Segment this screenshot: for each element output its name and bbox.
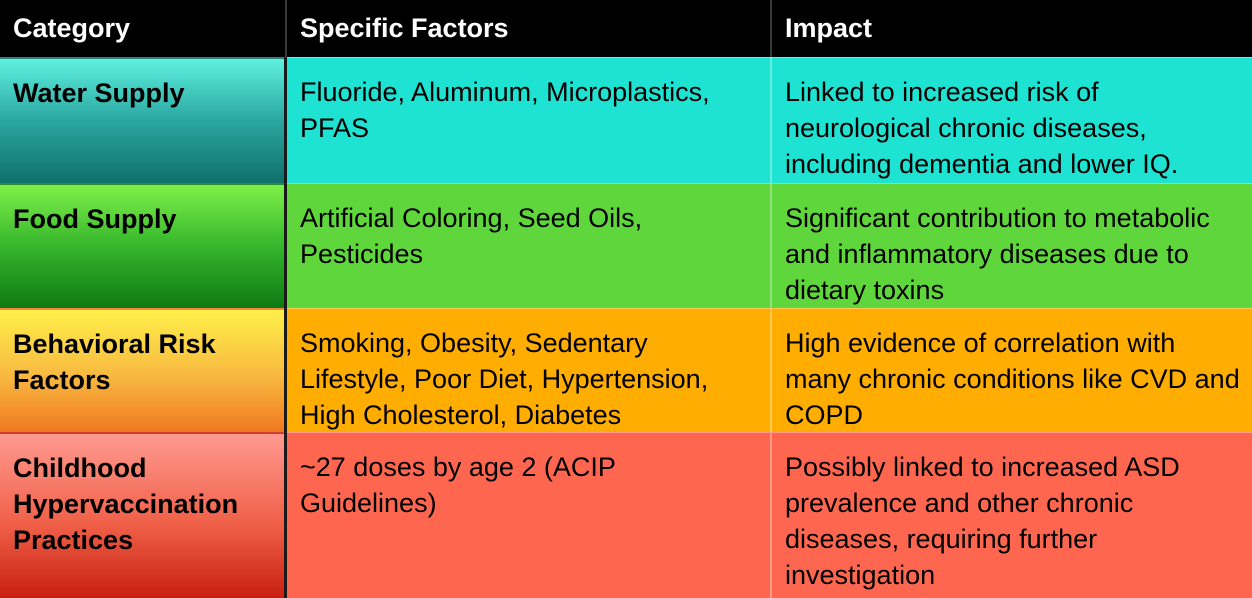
row-childhood-category: Childhood Hypervaccination Practices [0,432,287,598]
header-specific-factors: Specific Factors [287,0,772,57]
row-water-factors: Fluoride, Aluminum, Microplastics, PFAS [287,57,772,183]
row-food-category: Food Supply [0,183,287,308]
row-food-impact: Significant contribution to metabolic an… [772,183,1252,308]
row-food-factors: Artificial Coloring, Seed Oils, Pesticid… [287,183,772,308]
row-water-category: Water Supply [0,57,287,183]
header-impact: Impact [772,0,1252,57]
row-behavioral-impact: High evidence of correlation with many c… [772,308,1252,432]
row-behavioral-factors: Smoking, Obesity, Sedentary Lifestyle, P… [287,308,772,432]
row-childhood-factors: ~27 doses by age 2 (ACIP Guidelines) [287,432,772,598]
row-childhood-impact: Possibly linked to increased ASD prevale… [772,432,1252,598]
row-water-impact: Linked to increased risk of neurological… [772,57,1252,183]
row-behavioral-category: Behavioral Risk Factors [0,308,287,432]
header-category: Category [0,0,287,57]
